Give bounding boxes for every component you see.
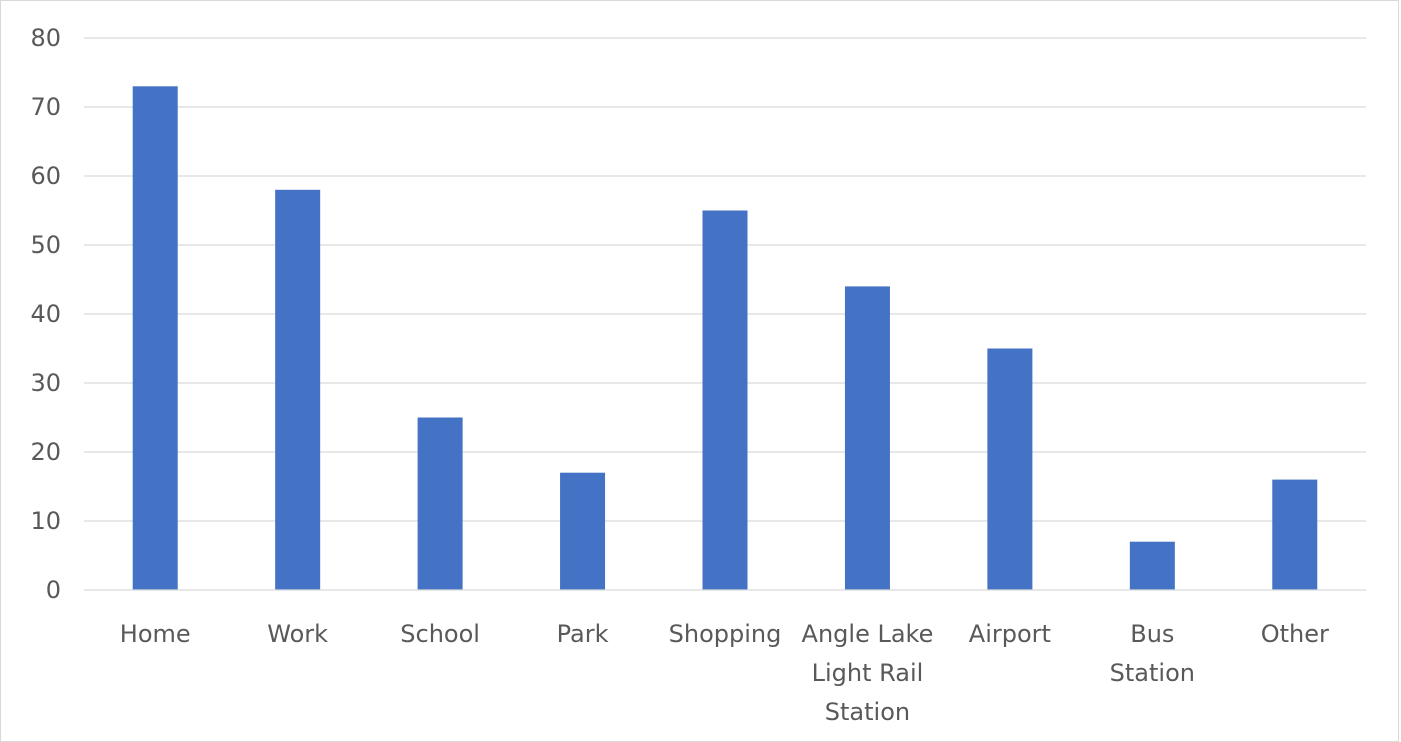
y-tick-label: 0 xyxy=(46,576,61,604)
y-tick-label: 60 xyxy=(30,162,61,190)
y-tick-label: 40 xyxy=(30,300,61,328)
x-category-label: Park xyxy=(557,620,609,648)
y-tick-label: 10 xyxy=(30,507,61,535)
y-tick-label: 30 xyxy=(30,369,61,397)
bar xyxy=(987,348,1033,590)
x-axis-category-labels: Home Work School Park Shopping Angle Lake Ligh… xyxy=(120,620,1329,726)
x-category-label: Home xyxy=(120,620,191,648)
y-tick-label: 50 xyxy=(30,231,61,259)
x-category-label: Other xyxy=(1261,620,1329,648)
bar xyxy=(275,189,321,591)
bar xyxy=(1129,541,1175,590)
x-category-label: Shopping xyxy=(669,620,782,648)
y-tick-label: 20 xyxy=(30,438,61,466)
bar xyxy=(702,210,748,590)
x-category-label: Angle Lake Light Rail Station xyxy=(802,620,934,726)
x-category-label: School xyxy=(400,620,480,648)
y-tick-label: 70 xyxy=(30,93,61,121)
x-category-label: Work xyxy=(267,620,328,648)
y-tick-label: 80 xyxy=(30,24,61,52)
x-category-label: Bus Station xyxy=(1110,620,1195,687)
bar xyxy=(417,417,463,590)
bar xyxy=(132,86,178,591)
bars xyxy=(132,86,1318,591)
x-category-label: Airport xyxy=(969,620,1051,648)
y-axis-tick-labels: 0 10 20 30 40 50 60 70 80 xyxy=(30,24,61,604)
bar xyxy=(560,472,606,590)
bar xyxy=(1272,479,1318,590)
bar xyxy=(844,286,890,590)
